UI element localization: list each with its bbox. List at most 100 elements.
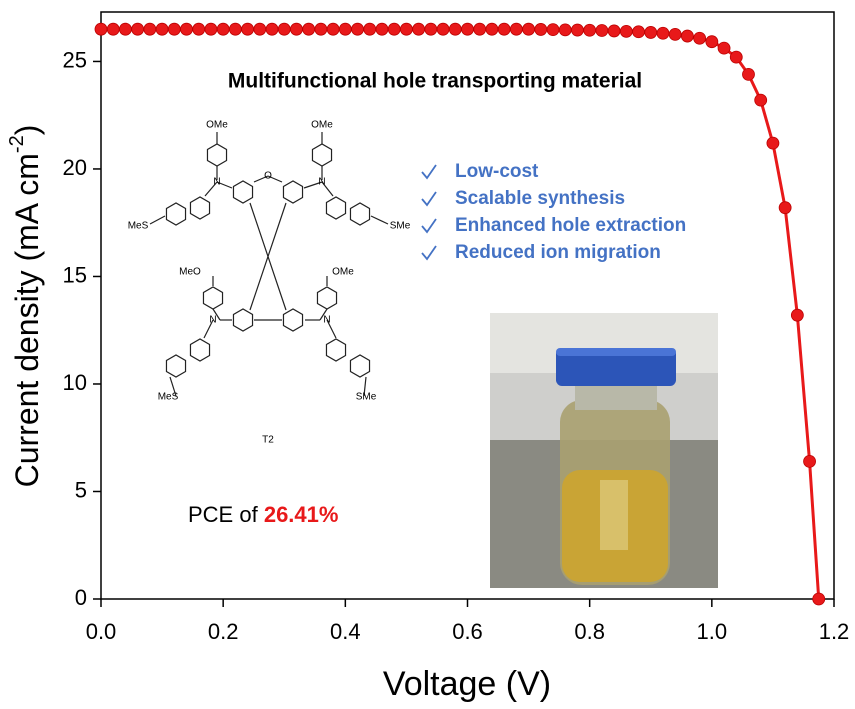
bond <box>169 376 177 397</box>
data-point <box>192 22 206 36</box>
bond <box>249 202 287 311</box>
y-tick-label: 25 <box>63 47 87 72</box>
ring <box>232 308 254 332</box>
data-point <box>571 23 584 37</box>
ring <box>325 338 347 362</box>
data-point <box>546 23 560 37</box>
data-point <box>754 93 768 107</box>
bond <box>326 319 337 339</box>
plot-area <box>94 22 826 606</box>
y-tick-label: 5 <box>75 477 87 502</box>
bond <box>303 181 323 189</box>
molecule-label: OMe <box>311 120 333 131</box>
y-tick-label: 10 <box>63 370 87 395</box>
molecule-label: OMe <box>206 120 228 131</box>
y-tick-label: 20 <box>63 155 87 180</box>
feature-item: Reduced ion migration <box>455 242 661 263</box>
data-point <box>632 25 645 39</box>
data-point <box>497 22 511 36</box>
data-point <box>681 29 694 43</box>
data-point <box>424 22 438 36</box>
data-point <box>766 136 780 150</box>
ring <box>349 202 371 226</box>
data-point <box>241 22 255 36</box>
pce-prefix: PCE of <box>188 502 259 527</box>
ring <box>282 308 304 332</box>
data-point <box>228 22 242 36</box>
molecule-label: OMe <box>332 267 354 278</box>
data-point <box>509 22 523 36</box>
x-tick-label: 0.0 <box>86 619 117 644</box>
data-point <box>131 22 145 36</box>
plot-frame <box>100 11 835 600</box>
check-icon <box>421 164 437 180</box>
molecule-label: MeS <box>158 392 179 403</box>
data-point <box>595 24 609 37</box>
data-point <box>94 22 108 36</box>
data-point <box>314 22 328 36</box>
data-point <box>180 22 193 36</box>
data-point <box>485 22 499 36</box>
ring <box>349 354 371 378</box>
data-point <box>693 31 707 45</box>
data-point <box>338 22 352 36</box>
x-tick-label: 0.6 <box>452 619 483 644</box>
bond <box>363 376 367 397</box>
data-point <box>534 23 548 36</box>
data-point <box>302 22 316 36</box>
data-point <box>619 24 633 38</box>
ring <box>311 143 333 167</box>
x-tick-label: 1.0 <box>697 619 728 644</box>
x-axis-label: Voltage (V) <box>383 665 551 703</box>
bond <box>149 215 166 225</box>
molecule-label: N <box>323 315 330 326</box>
bond <box>370 215 389 225</box>
ring <box>189 338 211 362</box>
data-point <box>473 22 487 36</box>
ring <box>325 196 347 220</box>
data-point <box>717 41 731 55</box>
data-point <box>412 22 426 36</box>
x-tick-label: 1.2 <box>819 619 850 644</box>
photo <box>490 313 718 588</box>
data-point <box>607 24 621 38</box>
y-label-superscript: -2 <box>6 135 28 153</box>
x-tick-label: 0.4 <box>330 619 361 644</box>
data-point <box>351 22 364 36</box>
bond <box>319 308 328 321</box>
y-label-close: ) <box>9 125 45 136</box>
molecule-label: SMe <box>390 221 411 232</box>
data-point <box>522 22 535 36</box>
molecule-name: T2 <box>262 435 274 446</box>
feature-item: Scalable synthesis <box>455 188 625 209</box>
data-point <box>803 454 816 468</box>
data-point <box>583 23 597 37</box>
x-tick-label: 0.8 <box>574 619 605 644</box>
check-icon <box>421 245 437 261</box>
data-point <box>119 22 132 36</box>
ring <box>206 143 228 167</box>
y-tick-label: 0 <box>75 585 87 610</box>
ring <box>165 354 187 378</box>
data-point <box>644 26 658 39</box>
data-point <box>277 22 291 36</box>
data-point <box>326 22 340 36</box>
inset-heading: Multifunctional hole transporting materi… <box>228 70 642 93</box>
data-point <box>167 22 181 36</box>
molecule-label: N <box>209 315 216 326</box>
molecule-label: SMe <box>356 392 377 403</box>
molecule-label: N <box>213 177 220 188</box>
bond <box>203 319 214 339</box>
molecule-label: N <box>318 177 325 188</box>
data-point <box>290 22 303 36</box>
bond <box>321 181 334 197</box>
data-point <box>106 22 120 36</box>
ring <box>316 286 338 310</box>
data-point <box>790 308 804 322</box>
ring <box>165 202 187 226</box>
molecule-label: O <box>264 171 272 182</box>
data-point <box>387 22 401 36</box>
bond <box>204 181 218 197</box>
ring <box>202 286 224 310</box>
data-point <box>400 22 413 36</box>
